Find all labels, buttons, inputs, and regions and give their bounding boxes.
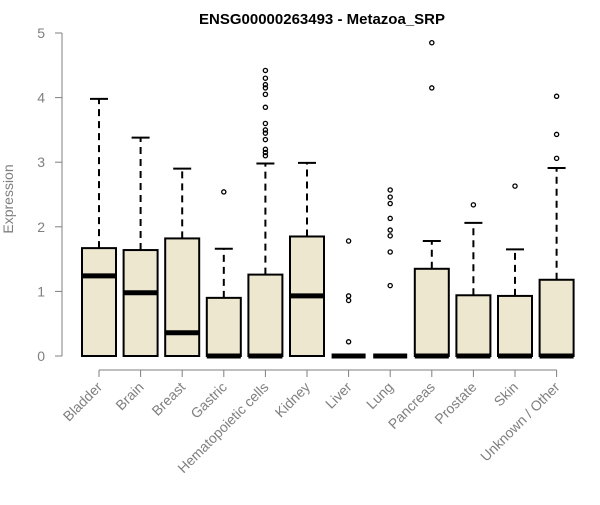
outlier-point xyxy=(553,93,560,100)
box-body xyxy=(247,273,284,357)
x-tick-label-liver: Liver xyxy=(322,379,355,412)
outlier-point xyxy=(262,91,269,98)
box-body xyxy=(122,249,159,357)
outlier-point xyxy=(553,155,560,162)
y-tick-label: 5 xyxy=(37,25,45,41)
box-hematopoietic-cells xyxy=(247,67,284,359)
box-body xyxy=(455,294,492,357)
box-body xyxy=(538,278,575,357)
outlier-point xyxy=(345,293,352,299)
box-brain xyxy=(122,136,159,357)
outlier-point xyxy=(553,131,560,138)
box-body xyxy=(81,247,117,357)
box-pancreas xyxy=(413,39,450,359)
outlier-point xyxy=(262,127,269,133)
box-liver xyxy=(331,238,366,359)
box-body xyxy=(205,296,242,357)
box-kidney xyxy=(289,161,325,358)
y-axis-label: Expression xyxy=(0,164,16,233)
outlier-point xyxy=(262,75,269,81)
outlier-point xyxy=(262,149,269,156)
y-tick-label: 3 xyxy=(37,154,45,170)
outlier-point xyxy=(387,194,393,200)
outlier-point xyxy=(387,200,393,207)
outlier-point xyxy=(262,67,269,74)
outlier-point xyxy=(429,39,435,46)
outlier-point xyxy=(262,120,269,127)
y-tick-label: 1 xyxy=(37,283,45,299)
outlier-point xyxy=(262,136,269,143)
y-axis: 0 1 2 3 4 5 xyxy=(37,25,63,364)
box-bladder xyxy=(81,97,117,357)
y-tick-label: 2 xyxy=(37,219,45,235)
box-body xyxy=(497,294,533,357)
x-tick-label-kidney: Kidney xyxy=(272,379,314,421)
outlier-point xyxy=(387,282,393,289)
outlier-point xyxy=(262,146,269,153)
x-tick-label-bladder: Bladder xyxy=(60,379,106,425)
box-body xyxy=(413,267,450,358)
outlier-point xyxy=(387,187,393,193)
outlier-point xyxy=(387,249,393,255)
outlier-point xyxy=(345,339,352,345)
outlier-point xyxy=(262,81,269,88)
outlier-point xyxy=(470,202,477,208)
outlier-point xyxy=(512,183,518,189)
x-tick-label-skin: Skin xyxy=(491,379,522,410)
x-tick-label-prostate: Prostate xyxy=(431,379,479,427)
outlier-point xyxy=(262,104,269,111)
outlier-point xyxy=(221,189,227,195)
x-tick-label-breast: Breast xyxy=(148,379,188,419)
x-tick-label-unknown-other: Unknown / Other xyxy=(477,379,563,465)
chart-title: ENSG00000263493 - Metazoa_SRP xyxy=(199,11,445,28)
outlier-point xyxy=(262,130,269,136)
outlier-point xyxy=(345,297,352,304)
y-tick-label: 0 xyxy=(37,348,45,364)
outlier-point xyxy=(262,152,269,159)
box-breast xyxy=(164,167,201,357)
outlier-point xyxy=(387,233,393,239)
box-skin xyxy=(497,183,533,359)
outlier-point xyxy=(387,215,393,222)
outlier-point xyxy=(262,85,269,91)
x-tick-label-lung: Lung xyxy=(363,379,396,412)
x-tick-label-brain: Brain xyxy=(112,379,146,413)
outlier-point xyxy=(387,227,393,233)
box-unknown-other xyxy=(538,93,575,359)
y-tick-label: 4 xyxy=(37,90,45,106)
outlier-point xyxy=(429,85,435,91)
box-gastric xyxy=(205,189,242,359)
box-lung xyxy=(373,187,408,359)
box-body xyxy=(164,237,201,357)
box-series xyxy=(81,39,575,359)
outlier-point xyxy=(345,238,352,244)
box-prostate xyxy=(455,202,492,359)
